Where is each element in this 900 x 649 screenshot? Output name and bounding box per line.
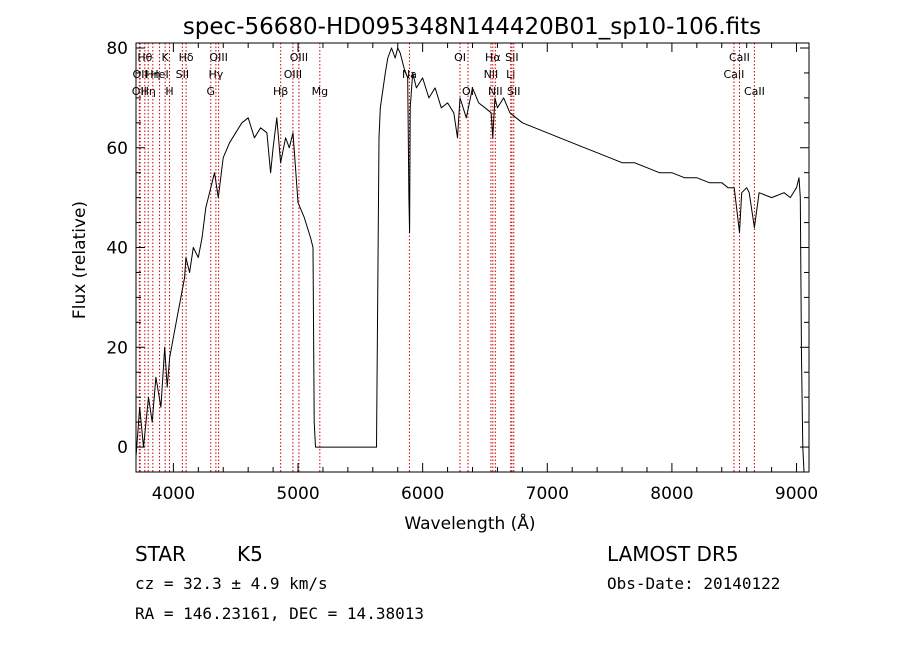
x-tick-label: 4000 [152, 484, 195, 504]
line-marker-label: Hδ [179, 51, 194, 64]
line-marker-label: Hβ [273, 85, 288, 98]
line-marker-label: HeI [150, 68, 168, 81]
x-tick-label: 8000 [650, 484, 693, 504]
y-tick-label: 60 [106, 139, 128, 159]
x-axis-label: Wavelength (Å) [404, 512, 535, 534]
line-marker-label: Mg [312, 85, 328, 98]
plot-area [135, 47, 805, 473]
x-tick-label: 6000 [401, 484, 444, 504]
line-marker-label: OIII [284, 68, 302, 81]
line-marker-label: Hη [141, 85, 156, 98]
redshift-text: cz = 32.3 ± 4.9 km/s [135, 574, 328, 593]
line-marker-label: CaII [729, 51, 750, 64]
axis-ticks: 4000 5000 6000 7000 8000 9000 0 20 40 60 80 [106, 39, 818, 504]
y-tick-label: 0 [117, 438, 128, 458]
line-marker-label: Li [506, 68, 515, 81]
chart-title: spec-56680-HD095348N144420B01_sp10-106.f… [183, 14, 761, 40]
line-marker-label: NII [484, 68, 499, 81]
obs-date: Obs-Date: 20140122 [607, 574, 781, 593]
line-marker-label: NII [488, 85, 503, 98]
line-marker-label: CaII [724, 68, 745, 81]
line-marker-label: H [165, 85, 173, 98]
line-marker-label: Hη [145, 68, 160, 81]
x-tick-label: 7000 [526, 484, 569, 504]
line-marker-label: K [162, 51, 170, 64]
axes-frame [135, 42, 810, 473]
y-tick-label: 40 [106, 239, 128, 259]
line-marker-label: Hθ [137, 51, 152, 64]
line-marker-label: SII [505, 51, 518, 64]
line-marker-label: Hγ [208, 68, 223, 81]
line-marker-label: Hα [485, 51, 501, 64]
object-subclass: K5 [237, 542, 263, 566]
spectrum-line [135, 47, 805, 473]
line-marker-label: OIII [290, 51, 308, 64]
y-tick-label: 80 [106, 39, 128, 59]
line-marker-label: OIII [209, 51, 227, 64]
coordinates: RA = 146.23161, DEC = 14.38013 [135, 604, 424, 623]
object-class: STAR [135, 542, 186, 566]
x-tick-label: 5000 [276, 484, 319, 504]
y-tick-label: 20 [106, 338, 128, 358]
line-marker-label: SII [176, 68, 189, 81]
y-axis-label: Flux (relative) [70, 201, 90, 319]
survey-name: LAMOST DR5 [607, 542, 739, 566]
x-tick-label: 9000 [775, 484, 818, 504]
line-marker-label: G [207, 85, 216, 98]
line-marker-label: OI [454, 51, 466, 64]
line-markers: OIIOIIHθHηHηHeIKHSIIHδGHγOIIIHβOIIIOIIIM… [132, 43, 765, 472]
line-marker-label: OI [462, 85, 474, 98]
line-marker-label: CaII [744, 85, 765, 98]
line-marker-label: SII [507, 85, 520, 98]
